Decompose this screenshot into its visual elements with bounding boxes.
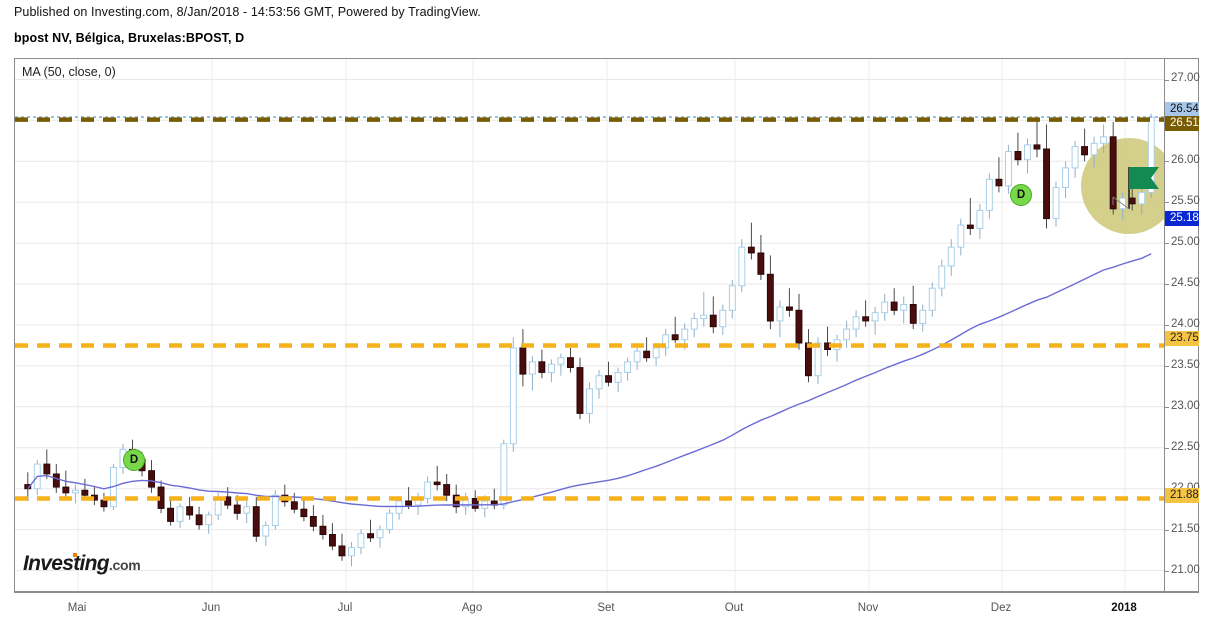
price-tick-mark <box>1165 529 1169 531</box>
time-tick-label: Jun <box>201 602 221 614</box>
time-axis[interactable]: Mai Jun Jul Ago Set Out Nov Dez 2018 <box>14 592 1199 622</box>
logo-dot <box>73 553 77 557</box>
price-axis[interactable]: 27.0026.5026.0025.5025.0024.5024.0023.50… <box>1164 59 1200 591</box>
price-tick-mark <box>1165 365 1169 367</box>
investing-logo-watermark: Investing.com <box>23 552 141 576</box>
dividend-marker[interactable]: D <box>123 449 145 471</box>
price-tick-mark <box>1165 161 1169 163</box>
price-tick-label: 22.50 <box>1171 440 1200 453</box>
price-tick-mark <box>1165 570 1169 572</box>
time-tick-label: Mai <box>67 602 87 614</box>
price-tick-mark <box>1165 243 1169 245</box>
price-tick-label: 25.50 <box>1171 195 1200 208</box>
price-tick-label: 23.00 <box>1171 399 1200 412</box>
price-tick-label: 25.00 <box>1171 236 1200 249</box>
logo-suffix: .com <box>108 557 141 573</box>
price-tick-mark <box>1165 406 1169 408</box>
time-tick-label: Ago <box>461 602 483 614</box>
chart-frame: MA (50, close, 0) Investing.com D D 27.00… <box>14 58 1200 592</box>
price-tick-label: 24.00 <box>1171 318 1200 330</box>
price-tick-label: 26.00 <box>1171 154 1200 167</box>
price-tick-mark <box>1165 79 1169 81</box>
price-tick-mark <box>1165 284 1169 286</box>
time-tick-label: 2018 <box>1111 602 1137 614</box>
published-attribution: Published on Investing.com, 8/Jan/2018 -… <box>14 5 481 19</box>
time-tick-label: Set <box>597 602 615 614</box>
symbol-title: bpost NV, Bélgica, Bruxelas:BPOST, D <box>14 31 245 45</box>
price-badge: 26.54 <box>1165 102 1199 117</box>
dividend-marker[interactable]: D <box>1010 184 1032 206</box>
price-badge: 23.75 <box>1165 331 1199 346</box>
price-tick-label: 21.50 <box>1171 522 1200 535</box>
time-tick-label: Nov <box>857 602 879 614</box>
candlestick-chart <box>15 59 1164 591</box>
time-tick-label: Out <box>724 602 744 614</box>
price-tick-label: 24.50 <box>1171 277 1200 290</box>
plot-area[interactable]: MA (50, close, 0) Investing.com D D <box>15 59 1164 591</box>
price-tick-mark <box>1165 202 1169 204</box>
price-tick-label: 27.00 <box>1171 72 1200 85</box>
time-tick-label: Dez <box>990 602 1012 614</box>
price-badge: 21.88 <box>1165 488 1199 503</box>
chart-header: Published on Investing.com, 8/Jan/2018 -… <box>0 0 1213 52</box>
price-tick-mark <box>1165 447 1169 449</box>
price-tick-label: 23.50 <box>1171 358 1200 371</box>
ma-legend-label: MA (50, close, 0) <box>22 65 116 79</box>
price-badge: 26.51 <box>1165 116 1199 131</box>
price-tick-label: 21.00 <box>1171 563 1200 576</box>
price-tick-mark <box>1165 325 1169 326</box>
time-tick-label: Jul <box>337 602 353 614</box>
logo-brand: Investing <box>23 552 110 575</box>
price-badge: 25.18 <box>1165 211 1199 226</box>
